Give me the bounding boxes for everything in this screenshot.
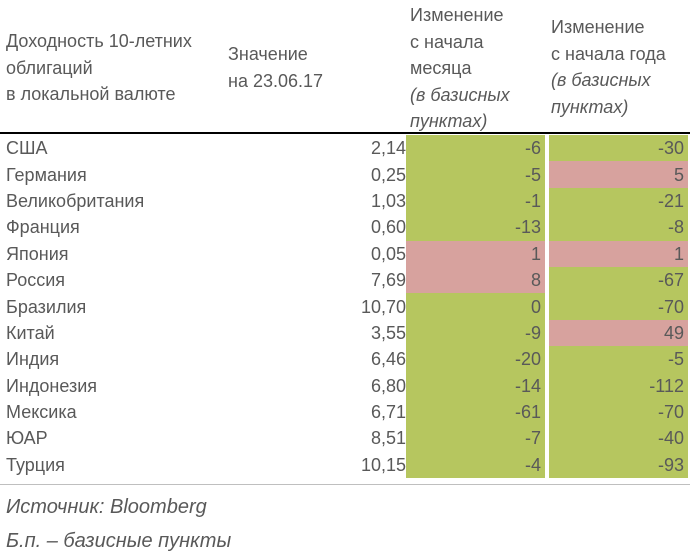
- table-row: Турция 10,15 -4 -93: [0, 451, 688, 479]
- country-name: Бразилия: [6, 296, 87, 317]
- table-row: ЮАР 8,51 -7 -40: [0, 425, 688, 452]
- year-change: -70: [545, 398, 688, 426]
- yield-value: 1,03: [370, 190, 406, 211]
- country-name: США: [6, 138, 48, 159]
- country-name: Индия: [6, 349, 60, 370]
- yield-value: 6,80: [370, 375, 406, 396]
- abbreviation-note: Б.п. – базисные пункты: [6, 530, 232, 552]
- table-row: Франция 0,60 -13 -8: [0, 214, 688, 241]
- month-change: -61: [406, 398, 547, 426]
- table-row: Китай 3,55 -9 49: [0, 319, 688, 347]
- month-change: -9: [406, 319, 547, 347]
- country-name: Китай: [6, 322, 55, 343]
- header-yield-label: Доходность 10-летних облигаций в локальн…: [6, 28, 226, 108]
- yield-value: 0,25: [370, 164, 406, 185]
- country-name: ЮАР: [6, 428, 48, 449]
- year-change: -67: [545, 266, 688, 294]
- month-change: -1: [406, 187, 547, 215]
- yield-value: 10,15: [360, 454, 406, 475]
- year-change: -112: [545, 372, 688, 399]
- country-name: Мексика: [6, 402, 77, 423]
- source-note: Источник: Bloomberg: [6, 496, 207, 518]
- header-line: Значение: [228, 44, 308, 64]
- header-year-change: Изменение с начала года (в базисных пунк…: [551, 14, 691, 120]
- header-line: Изменение: [410, 5, 504, 25]
- yield-value: 10,70: [360, 296, 406, 317]
- yield-value: 6,46: [370, 349, 406, 370]
- month-change: -7: [406, 425, 547, 452]
- header-value-label: Значение на 23.06.17: [228, 41, 378, 94]
- header-line: с начала: [410, 31, 484, 52]
- header-unit: пунктах): [551, 96, 629, 117]
- header-line: Изменение: [551, 17, 645, 37]
- year-change: -21: [545, 187, 688, 215]
- bond-yield-table: США 2,14 -6 -30 Германия 0,25 -5 5 Великобритани…: [0, 135, 688, 479]
- yield-value: 6,71: [370, 402, 406, 423]
- year-change: -8: [545, 214, 688, 241]
- year-change: -30: [545, 135, 688, 162]
- table-row: Япония 0,05 1 1: [0, 240, 688, 267]
- country-name: Япония: [6, 243, 69, 264]
- header-line: на 23.06.17: [228, 70, 324, 91]
- country-name: Турция: [6, 454, 65, 475]
- header-line: в локальной валюте: [6, 84, 176, 104]
- year-change: -93: [545, 451, 688, 479]
- year-change: -40: [545, 425, 688, 452]
- yield-value: 2,14: [370, 138, 406, 159]
- header-line: с начала года: [551, 43, 666, 64]
- table-row: Германия 0,25 -5 5: [0, 161, 688, 188]
- month-change: -6: [406, 135, 547, 162]
- country-name: Россия: [6, 270, 66, 291]
- table-row: Бразилия 10,70 0 -70: [0, 293, 688, 320]
- header-month-change: Изменение с начала месяца (в базисных пу…: [410, 2, 550, 135]
- country-name: Франция: [6, 217, 80, 238]
- table-row: Россия 7,69 8 -67: [0, 266, 688, 294]
- year-change: -5: [545, 346, 688, 373]
- table-row: США 2,14 -6 -30: [0, 135, 688, 162]
- header-unit: (в базисных: [551, 70, 651, 90]
- year-change: 1: [545, 240, 688, 267]
- header-line: Доходность 10-летних: [6, 31, 192, 51]
- year-change: -70: [545, 293, 688, 320]
- header-line: месяца: [410, 58, 472, 78]
- month-change: -14: [406, 372, 547, 399]
- country-name: Индонезия: [6, 375, 98, 396]
- yield-value: 3,55: [370, 322, 406, 343]
- yield-value: 8,51: [370, 428, 406, 449]
- year-change: 49: [545, 319, 688, 347]
- month-change: 0: [406, 293, 547, 320]
- month-change: 8: [406, 266, 547, 294]
- yield-value: 0,60: [370, 217, 406, 238]
- header-divider: [0, 132, 690, 134]
- header-line: облигаций: [6, 57, 93, 78]
- month-change: -13: [406, 214, 547, 241]
- table-row: Индия 6,46 -20 -5: [0, 346, 688, 373]
- month-change: -5: [406, 161, 547, 188]
- month-change: -20: [406, 346, 547, 373]
- table-row: Великобритания 1,03 -1 -21: [0, 187, 688, 215]
- month-change: -4: [406, 451, 547, 479]
- header-unit: пунктах): [410, 111, 488, 131]
- yield-value: 7,69: [370, 270, 406, 291]
- country-name: Германия: [6, 164, 87, 185]
- country-name: Великобритания: [6, 190, 145, 211]
- table-row: Мексика 6,71 -61 -70: [0, 398, 688, 426]
- table-row: Индонезия 6,80 -14 -112: [0, 372, 688, 399]
- header-unit: (в базисных: [410, 84, 510, 105]
- year-change: 5: [545, 161, 688, 188]
- table-bottom-divider: [0, 484, 690, 485]
- month-change: 1: [406, 240, 547, 267]
- yield-value: 0,05: [370, 243, 406, 264]
